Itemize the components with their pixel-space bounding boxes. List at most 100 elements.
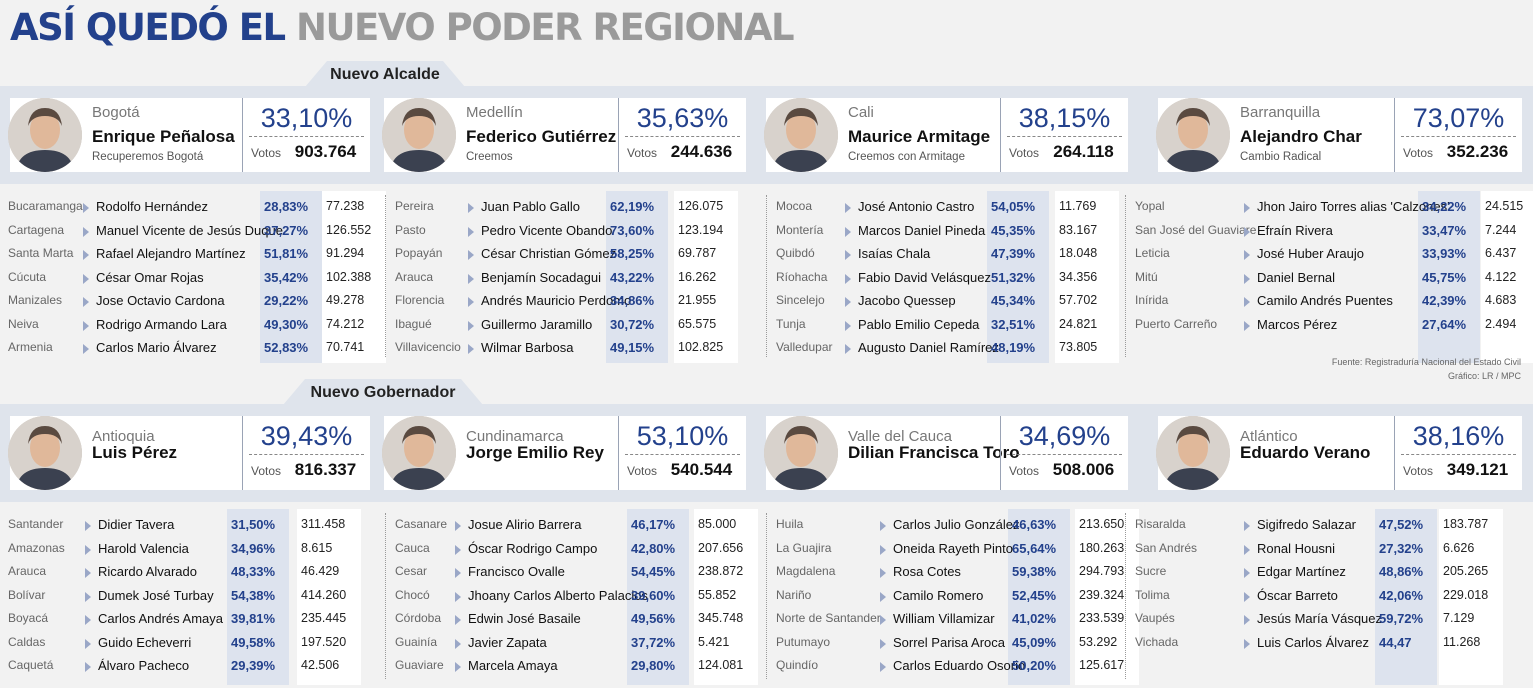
triangle-arrow-icon — [83, 273, 89, 284]
row-votes: 125.617 — [1079, 658, 1125, 672]
row-percentage: 45,34% — [991, 293, 1036, 308]
row-votes: 102.825 — [678, 340, 724, 354]
votes-count: 508.006 — [1052, 460, 1115, 479]
row-percentage: 45,35% — [991, 222, 1036, 238]
triangle-arrow-icon — [85, 662, 91, 672]
triangle-arrow-icon — [845, 203, 851, 213]
candidate-name: Dilian Francisca Toro — [848, 443, 1020, 462]
title-part2: NUEVO PODER REGIONAL — [296, 6, 795, 49]
row-percentage: 45,09% — [1012, 634, 1057, 650]
alcalde-results-table: Bucaramanga Rodolfo Hernández 28,83% 77.238… — [6, 195, 386, 360]
table-row: Tolima Óscar Barreto 42,06% 229.018 — [1133, 584, 1503, 608]
triangle-arrow-icon — [845, 344, 851, 354]
winner-percentage: 53,10% — [636, 421, 729, 451]
votes-label: Votos — [1009, 464, 1040, 478]
alcalde-results-table: Mocoa José Antonio Castro 54,05% 11.769 Mont… — [774, 195, 1119, 360]
triangle-arrow-icon — [845, 250, 851, 260]
row-votes: 8.615 — [301, 540, 333, 555]
result-box: 38,15% Votos 264.118 — [1000, 98, 1128, 172]
row-candidate: Josue Alirio Barrera — [468, 517, 582, 532]
candidate-region: Cundinamarca — [466, 428, 564, 445]
votes-label: Votos — [1403, 464, 1434, 478]
row-place: Arauca — [8, 564, 47, 578]
votes-column-band — [674, 191, 738, 363]
row-percentage: 33,93% — [1422, 246, 1467, 261]
triangle-arrow-icon — [1244, 250, 1250, 260]
table-row: Guainía Javier Zapata 37,72% 5.421 — [393, 631, 758, 655]
dashed-divider — [1007, 454, 1122, 455]
candidate-region: Cali — [848, 104, 874, 121]
alcalde-card: Cali Maurice Armitage Creemos con Armitage… — [764, 98, 1128, 172]
table-separator — [766, 195, 767, 357]
row-place: Pereira — [395, 199, 434, 213]
triangle-arrow-icon — [1244, 226, 1250, 237]
table-row: Manizales Jose Octavio Cardona 29,22% 49.27… — [6, 289, 386, 313]
alcalde-card: Medellín Federico Gutiérrez Creemos 35,63% V… — [382, 98, 746, 172]
table-row: Villavicencio Wilmar Barbosa 49,15% 102.825 — [393, 336, 738, 360]
row-candidate: Edgar Martínez — [1257, 564, 1346, 579]
row-candidate: Camilo Romero — [893, 587, 984, 603]
table-row: Risaralda Sigifredo Salazar 47,52% 183.787 — [1133, 513, 1503, 537]
table-row: Vichada Luis Carlos Álvarez 44,47 11.268 — [1133, 631, 1503, 655]
row-candidate: Jacobo Quessep — [858, 293, 956, 308]
table-row: Santander Didier Tavera 31,50% 311.458 — [6, 513, 361, 537]
triangle-arrow-icon — [1244, 297, 1250, 307]
row-place: Tunja — [776, 316, 806, 331]
candidate-region: Barranquilla — [1240, 104, 1321, 121]
row-votes: 294.793 — [1079, 564, 1125, 578]
row-votes: 42.506 — [301, 658, 340, 672]
candidate-party: Recuperemos Bogotá — [92, 151, 204, 163]
gobernador-card: Valle del Cauca Dilian Francisca Toro 34,6… — [764, 416, 1128, 490]
row-votes: 24.821 — [1059, 316, 1098, 331]
gobernador-card: Atlántico Eduardo Verano 38,16% Votos 349.12… — [1156, 416, 1522, 490]
row-percentage: 54,05% — [991, 199, 1036, 214]
row-candidate: Rodrigo Armando Lara — [96, 316, 227, 332]
row-votes: 53.292 — [1079, 634, 1118, 649]
candidate-photo — [8, 416, 82, 490]
row-percentage: 32,51% — [991, 316, 1036, 332]
row-candidate: Guido Echeverri — [98, 634, 192, 650]
row-percentage: 48,19% — [991, 340, 1036, 355]
dashed-divider — [625, 136, 740, 137]
percentage-column-band — [227, 509, 289, 685]
triangle-arrow-icon — [1244, 273, 1250, 284]
row-percentage: 31,50% — [231, 517, 276, 532]
row-place: Manizales — [8, 293, 63, 307]
row-candidate: Pedro Vicente Obando — [481, 222, 613, 238]
table-separator — [766, 513, 767, 679]
row-place: La Guajira — [776, 540, 832, 555]
row-percentage: 51,81% — [264, 246, 309, 261]
row-candidate: Benjamín Socadagui — [481, 269, 601, 285]
triangle-arrow-icon — [880, 662, 886, 672]
gobernador-results-table: Risaralda Sigifredo Salazar 47,52% 183.787 S… — [1133, 513, 1503, 654]
row-place: Tolima — [1135, 587, 1170, 602]
table-row: San Andrés Ronal Housni 27,32% 6.626 — [1133, 537, 1503, 561]
table-row: Bolívar Dumek José Turbay 54,38% 414.260 — [6, 584, 361, 608]
votes-column-band — [322, 191, 386, 363]
candidate-photo — [1156, 98, 1230, 172]
title-part1: ASÍ QUEDÓ EL — [10, 6, 286, 49]
triangle-arrow-icon — [845, 320, 851, 331]
row-percentage: 50,20% — [1012, 658, 1057, 673]
triangle-arrow-icon — [85, 638, 91, 649]
row-percentage: 37,27% — [264, 222, 309, 238]
table-separator — [385, 513, 386, 679]
row-votes: 207.656 — [698, 540, 744, 555]
table-row: Cartagena Manuel Vicente de Jesús Duque 37… — [6, 219, 386, 243]
row-place: Villavicencio — [395, 340, 461, 354]
row-percentage: 27,32% — [1379, 540, 1424, 556]
row-place: Cartagena — [8, 222, 65, 237]
votes-column-band — [694, 509, 758, 685]
table-row: Casanare Josue Alirio Barrera 46,17% 85.000 — [393, 513, 758, 537]
votes-label: Votos — [1009, 146, 1040, 160]
row-candidate: Fabio David Velásquez — [858, 269, 991, 285]
triangle-arrow-icon — [83, 344, 89, 354]
row-candidate: Harold Valencia — [98, 540, 189, 556]
table-row: Popayán César Christian Gómez 58,25% 69.787 — [393, 242, 738, 266]
row-candidate: Álvaro Pacheco — [98, 658, 190, 673]
row-candidate: Jose Octavio Cardona — [96, 293, 225, 308]
row-votes: 124.081 — [698, 658, 744, 672]
credit-line: Gráfico: LR / MPC — [1447, 371, 1521, 381]
row-votes: 11.268 — [1443, 634, 1481, 649]
row-votes: 73.805 — [1059, 340, 1098, 354]
